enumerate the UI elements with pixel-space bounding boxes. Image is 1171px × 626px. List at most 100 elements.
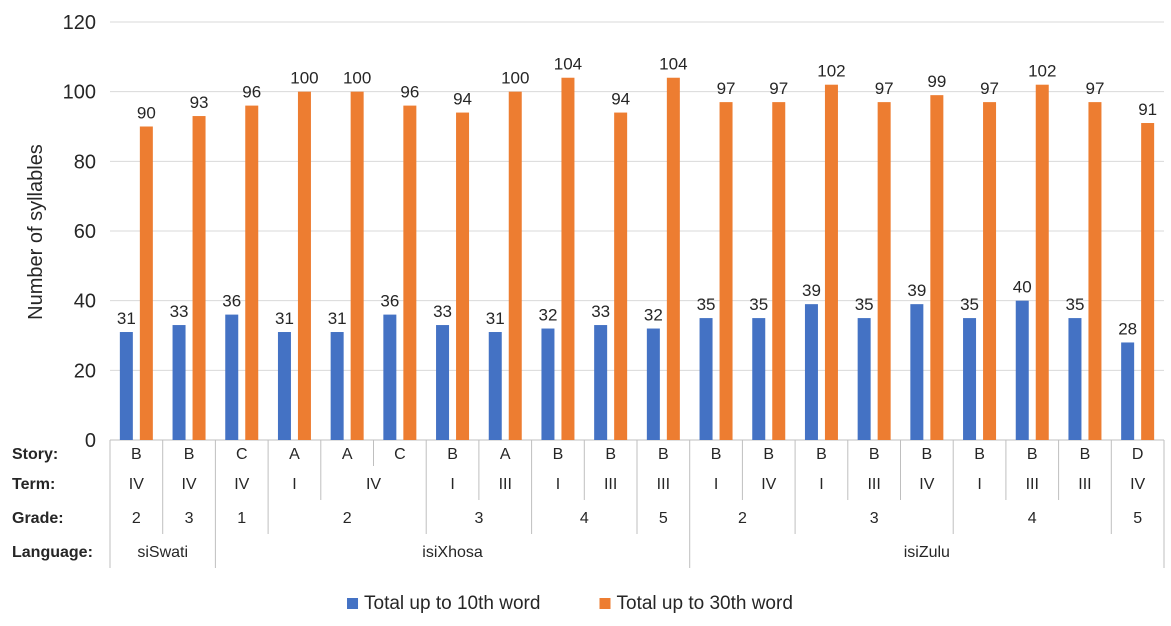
bar-1-2 [172, 325, 186, 440]
category-label: B [763, 446, 774, 463]
bar-1-15 [857, 318, 871, 440]
bar-2-18 [1035, 84, 1049, 440]
data-label: 40 [1013, 278, 1032, 297]
data-label: 102 [1028, 62, 1056, 81]
category-label: C [394, 446, 406, 463]
axis-row-label: Story: [12, 446, 58, 463]
bar-1-19 [1068, 318, 1082, 440]
category-label: I [819, 476, 823, 493]
bar-1-13 [752, 318, 766, 440]
category-label: IV [761, 476, 776, 493]
y-tick-label: 20 [74, 360, 96, 382]
data-label: 104 [659, 55, 687, 74]
gridlines [110, 21, 1164, 441]
category-label: A [500, 446, 511, 463]
data-label: 28 [1118, 319, 1137, 338]
data-label: 100 [501, 69, 529, 88]
bar-1-5 [330, 332, 344, 440]
category-label: B [1080, 446, 1091, 463]
category-label: 5 [659, 510, 668, 527]
category-label: B [816, 446, 827, 463]
bar-1-9 [541, 328, 555, 440]
bar-1-1 [119, 332, 133, 440]
bar-1-12 [699, 318, 713, 440]
category-label: B [605, 446, 616, 463]
bar-2-7 [456, 112, 470, 441]
bar-1-14 [804, 304, 818, 440]
category-label: 2 [738, 510, 747, 527]
data-label: 31 [486, 309, 505, 328]
bar-2-10 [614, 112, 628, 441]
category-label: 4 [580, 510, 589, 527]
y-tick-label: 60 [74, 221, 96, 243]
data-label: 99 [927, 72, 946, 91]
category-label: III [1026, 476, 1039, 493]
y-tick-labels: 0 20 40 60 80 100 120 [63, 12, 96, 452]
category-label: 4 [1028, 510, 1037, 527]
bar-1-20 [1121, 342, 1135, 440]
category-label: A [342, 446, 353, 463]
bar-1-8 [488, 332, 502, 440]
data-label: 33 [170, 302, 189, 321]
category-label: III [499, 476, 512, 493]
legend-entry: Total up to 30th word [617, 593, 793, 614]
category-label: I [556, 476, 560, 493]
bar-1-11 [646, 328, 660, 440]
bar-2-4 [297, 91, 311, 441]
data-label: 35 [749, 295, 768, 314]
category-label: 3 [474, 510, 483, 527]
category-label: III [604, 476, 617, 493]
category-label: I [977, 476, 981, 493]
bar-2-20 [1141, 123, 1155, 441]
legend: Total up to 10th word Total up to 30th wo… [347, 593, 793, 614]
data-label: 97 [769, 79, 788, 98]
bars [119, 77, 1155, 441]
data-label: 32 [538, 306, 557, 325]
legend-swatch [599, 598, 611, 609]
category-label: B [658, 446, 669, 463]
category-label: isiXhosa [422, 544, 483, 561]
y-tick-label: 0 [85, 430, 96, 452]
data-label: 94 [453, 90, 472, 109]
category-label: 1 [237, 510, 246, 527]
data-label: 90 [137, 104, 156, 123]
bar-2-19 [1088, 102, 1102, 440]
category-label: IV [234, 476, 249, 493]
category-label: B [869, 446, 880, 463]
data-label: 31 [117, 309, 136, 328]
bar-2-16 [930, 95, 944, 441]
data-label: 36 [222, 292, 241, 311]
category-label: IV [366, 476, 381, 493]
category-label: 5 [1133, 510, 1142, 527]
legend-entry: Total up to 10th word [364, 593, 540, 614]
data-label: 100 [290, 69, 318, 88]
category-label: I [714, 476, 718, 493]
data-label: 32 [644, 306, 663, 325]
category-label: B [1027, 446, 1038, 463]
bar-1-4 [277, 332, 291, 440]
category-label: 2 [343, 510, 352, 527]
bar-1-10 [594, 325, 608, 440]
data-label: 104 [554, 55, 582, 74]
bar-2-6 [403, 105, 417, 440]
category-label: IV [919, 476, 934, 493]
bar-1-16 [910, 304, 924, 440]
data-label: 93 [190, 93, 209, 112]
data-label: 31 [328, 309, 347, 328]
y-tick-label: 120 [63, 12, 96, 34]
category-label: B [974, 446, 985, 463]
category-label: siSwati [137, 544, 188, 561]
bar-2-8 [508, 91, 522, 441]
legend-swatch [347, 598, 359, 609]
bar-1-7 [436, 325, 450, 440]
bar-2-1 [139, 126, 153, 440]
category-label: III [1078, 476, 1091, 493]
data-labels: 31 33 36 31 31 36 33 31 32 33 32 35 35 39 35 39 35 40 35 28… [117, 55, 1157, 339]
data-label: 96 [242, 83, 261, 102]
bar-2-2 [192, 116, 206, 441]
bar-2-15 [877, 102, 891, 440]
category-label: 3 [185, 510, 194, 527]
y-tick-label: 80 [74, 151, 96, 173]
category-label: I [292, 476, 296, 493]
